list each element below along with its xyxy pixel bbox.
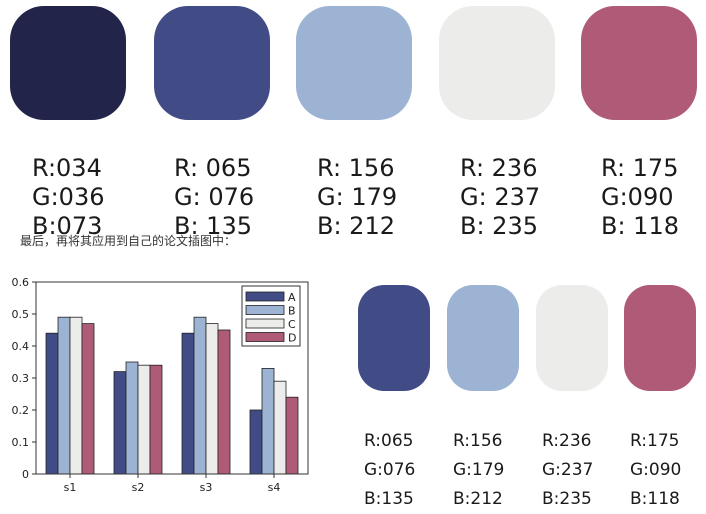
bar-B-s3 — [193, 316, 207, 475]
small-rgb-label-3: R:236 G:237 B:235 — [542, 398, 593, 514]
rgb-label-5: R: 175 G:090 B: 118 — [601, 125, 679, 241]
g-value: G:036 — [32, 183, 105, 211]
rgb-label-3: R: 156 G: 179 B: 212 — [317, 125, 397, 241]
r-value: R:034 — [32, 154, 102, 182]
bar-A-s4 — [249, 409, 263, 475]
y-tick-label: 0.3 — [12, 372, 30, 385]
x-tick-label: s3 — [200, 481, 213, 494]
small-rgb-label-1: R:065 G:076 B:135 — [364, 398, 415, 514]
bar-A-s1 — [45, 332, 59, 475]
r-value: R:236 — [542, 431, 592, 451]
small-swatch-1 — [358, 285, 430, 391]
x-tick-label: s4 — [268, 481, 281, 494]
legend-label-C: C — [288, 318, 296, 331]
swatch-1 — [10, 6, 126, 120]
y-tick-label: 0.1 — [12, 436, 30, 449]
g-value: G: 237 — [460, 183, 541, 211]
rgb-label-4: R: 236 G: 237 B: 235 — [460, 125, 540, 241]
g-value: G:090 — [630, 460, 682, 480]
g-value: G: 179 — [317, 183, 398, 211]
legend-swatch-A — [245, 291, 285, 302]
b-value: B: 235 — [460, 212, 538, 240]
rgb-label-2: R: 065 G: 076 B: 135 — [174, 125, 254, 241]
legend-label-B: B — [288, 305, 296, 318]
bar-C-s3 — [205, 323, 219, 475]
r-value: R: 236 — [460, 154, 538, 182]
g-value: G:237 — [542, 460, 594, 480]
y-tick-label: 0.4 — [12, 340, 30, 353]
g-value: G:090 — [601, 183, 674, 211]
small-swatch-3 — [536, 285, 608, 391]
bar-D-s2 — [149, 364, 163, 475]
g-value: G:076 — [364, 460, 416, 480]
swatch-4 — [439, 6, 555, 120]
b-value: B: 212 — [317, 212, 395, 240]
bar-A-s3 — [181, 332, 195, 475]
b-value: B: 118 — [601, 212, 679, 240]
r-value: R:175 — [630, 431, 680, 451]
bar-C-s4 — [273, 380, 287, 475]
bar-D-s4 — [285, 396, 299, 475]
bar-B-s4 — [261, 368, 275, 475]
bar-D-s3 — [217, 329, 231, 475]
y-tick-label: 0.5 — [12, 308, 30, 321]
legend-swatch-C — [245, 318, 285, 329]
r-value: R: 175 — [601, 154, 679, 182]
r-value: R: 065 — [174, 154, 252, 182]
legend-swatch-B — [245, 305, 285, 315]
bar-B-s1 — [57, 316, 71, 475]
b-value: B:073 — [32, 212, 103, 240]
legend-swatch-D — [245, 332, 285, 342]
small-rgb-label-2: R:156 G:179 B:212 — [453, 398, 504, 514]
y-tick-label: 0.6 — [12, 276, 30, 289]
r-value: R:065 — [364, 431, 414, 451]
bar-C-s2 — [137, 364, 151, 475]
y-tick-label: 0.2 — [12, 404, 30, 417]
g-value: G: 076 — [174, 183, 255, 211]
y-tick-label: 0 — [22, 468, 29, 481]
swatch-5 — [581, 6, 697, 120]
small-swatch-2 — [447, 285, 519, 391]
small-rgb-label-4: R:175 G:090 B:118 — [630, 398, 681, 514]
small-swatch-4 — [624, 285, 696, 391]
g-value: G:179 — [453, 460, 505, 480]
legend-label-D: D — [288, 332, 296, 345]
swatch-2 — [154, 6, 270, 120]
rgb-label-1: R:034 G:036 B:073 — [32, 125, 105, 241]
x-tick-label: s2 — [132, 481, 145, 494]
x-tick-label: s1 — [64, 481, 77, 494]
swatch-3 — [296, 6, 412, 120]
r-value: R:156 — [453, 431, 503, 451]
caption: 最后，再将其应用到自己的论文插图中： — [20, 234, 237, 248]
plot-frame — [35, 281, 309, 475]
r-value: R: 156 — [317, 154, 395, 182]
bar-C-s1 — [69, 316, 83, 475]
bar-B-s2 — [125, 361, 139, 475]
bar-A-s2 — [113, 371, 127, 475]
legend-label-A: A — [288, 291, 296, 304]
b-value: B: 135 — [174, 212, 252, 240]
bar-D-s1 — [81, 323, 95, 475]
